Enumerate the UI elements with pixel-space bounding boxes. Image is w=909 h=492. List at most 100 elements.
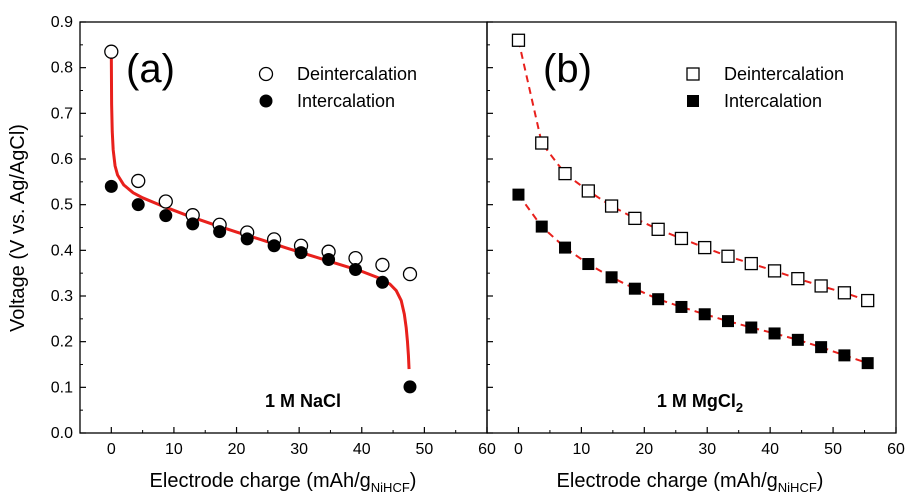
data-point-intercalation <box>745 321 758 334</box>
y-tick-label: 0.9 <box>51 14 73 31</box>
data-point-deintercalation <box>767 264 782 278</box>
panel-a-tag: (a) <box>126 47 175 91</box>
x-tick-label: 10 <box>572 441 590 458</box>
data-point-deintercalation <box>375 257 390 273</box>
panel-a: 0 10 20 30 40 50 60 0.0 0.1 0.2 0.3 0.4 0.5 0.6 0.7 0.8… <box>7 14 496 492</box>
x-tick-label: 50 <box>824 441 842 458</box>
data-point-intercalation <box>791 333 804 346</box>
data-point-intercalation <box>815 341 828 354</box>
data-point-deintercalation <box>402 266 418 282</box>
data-point-intercalation <box>652 293 665 306</box>
data-point-intercalation <box>838 349 851 362</box>
panel-b-condition-main: 1 M MgCl <box>657 391 736 411</box>
legend-a-intercalation: Intercalation <box>297 91 395 111</box>
data-point-deintercalation <box>581 184 595 198</box>
panel-b-condition: 1 M MgCl2 <box>657 391 743 415</box>
data-point-intercalation <box>768 327 781 340</box>
data-point-intercalation <box>628 282 641 295</box>
series-dashed-line <box>517 194 869 365</box>
data-point-intercalation <box>721 315 734 328</box>
data-point-intercalation <box>403 380 417 394</box>
data-point-deintercalation <box>744 256 758 271</box>
data-point-deintercalation <box>698 240 712 255</box>
data-point-intercalation <box>322 252 336 266</box>
panel-a-xlabel-end: ) <box>410 470 417 492</box>
panel-a-legend: Deintercalation Intercalation <box>258 64 417 111</box>
data-point-deintercalation <box>674 231 689 246</box>
data-point-intercalation <box>349 263 363 277</box>
data-point-deintercalation <box>104 44 119 59</box>
data-point-intercalation <box>104 179 118 193</box>
data-point-intercalation <box>294 246 308 260</box>
x-tick-label: 10 <box>165 441 183 458</box>
x-tick-label: 30 <box>290 441 308 458</box>
x-tick-label: 30 <box>698 441 716 458</box>
data-point-deintercalation <box>814 279 828 293</box>
panel-b-xlabel-sub: NiHCF <box>778 480 817 492</box>
data-point-deintercalation <box>158 194 173 209</box>
panel-b-xlabel: Electrode charge (mAh/gNiHCF) <box>557 470 824 492</box>
data-point-intercalation <box>861 357 874 370</box>
x-tick-label: 20 <box>228 441 246 458</box>
data-point-intercalation <box>186 217 200 231</box>
x-tick-label: 0 <box>514 441 523 458</box>
x-tick-label: 40 <box>761 441 779 458</box>
data-point-deintercalation <box>721 249 735 263</box>
data-point-intercalation <box>698 308 711 321</box>
data-point-intercalation <box>375 275 389 289</box>
y-tick-label: 0.7 <box>51 105 73 122</box>
legend-open-square-marker <box>686 67 700 81</box>
panel-b-tag: (b) <box>543 47 592 91</box>
panel-a-xlabel: Electrode charge (mAh/gNiHCF) <box>150 470 417 492</box>
panel-a-xlabel-sub: NiHCF <box>371 480 410 492</box>
y-axis-label: Voltage (V vs. Ag/AgCl) <box>7 124 29 332</box>
y-tick-label: 0.0 <box>51 425 73 442</box>
panel-b: 0 10 20 30 40 50 60 (b) Deintercalation Interc… <box>486 21 905 492</box>
data-point-deintercalation <box>535 136 549 150</box>
data-point-deintercalation <box>837 286 852 300</box>
panel-b-xlabel-main: Electrode charge (mAh/g <box>557 470 778 492</box>
data-point-intercalation <box>559 241 572 254</box>
data-point-deintercalation <box>131 173 146 189</box>
data-point-intercalation <box>240 232 254 246</box>
legend-open-circle-marker <box>258 66 274 82</box>
panel-b-plot <box>511 33 875 370</box>
data-point-intercalation <box>512 188 525 201</box>
x-tick-label: 0 <box>107 441 116 458</box>
data-point-deintercalation <box>628 211 642 226</box>
data-point-deintercalation <box>791 271 805 286</box>
panel-a-condition: 1 M NaCl <box>265 391 341 411</box>
series-dashed-line <box>517 40 869 302</box>
y-tick-label: 0.8 <box>51 60 73 77</box>
x-tick-label: 60 <box>887 441 905 458</box>
data-point-deintercalation <box>558 166 572 181</box>
data-point-deintercalation <box>861 293 875 308</box>
data-point-intercalation <box>582 258 595 271</box>
panel-b-condition-sub: 2 <box>736 400 743 415</box>
y-tick-label: 0.3 <box>51 288 73 305</box>
panel-b-legend: Deintercalation Intercalation <box>686 64 844 111</box>
panel-a-plot <box>104 44 418 394</box>
data-point-intercalation <box>213 225 227 239</box>
legend-b-deintercalation: Deintercalation <box>724 64 844 84</box>
panel-a-ticks: 0 10 20 30 40 50 60 0.0 0.1 0.2 0.3 0.4 0.5 0.6 0.7 0.8… <box>51 14 496 458</box>
data-point-deintercalation <box>348 250 363 266</box>
data-point-intercalation <box>131 198 145 212</box>
panel-b-ticks: 0 10 20 30 40 50 60 <box>487 21 905 458</box>
data-point-deintercalation <box>651 222 665 236</box>
y-tick-label: 0.5 <box>51 197 73 214</box>
data-point-intercalation <box>605 271 618 284</box>
panel-a-xlabel-main: Electrode charge (mAh/g <box>150 470 371 492</box>
legend-a-deintercalation: Deintercalation <box>297 64 417 84</box>
data-point-deintercalation <box>511 33 526 47</box>
data-point-intercalation <box>159 209 173 223</box>
x-tick-label: 20 <box>635 441 653 458</box>
y-tick-label: 0.2 <box>51 334 73 351</box>
data-point-intercalation <box>535 220 548 233</box>
data-point-deintercalation <box>604 199 619 213</box>
x-tick-label: 50 <box>415 441 433 458</box>
panel-b-xlabel-end: ) <box>817 470 824 492</box>
data-point-intercalation <box>267 239 281 253</box>
x-tick-label: 60 <box>478 441 496 458</box>
